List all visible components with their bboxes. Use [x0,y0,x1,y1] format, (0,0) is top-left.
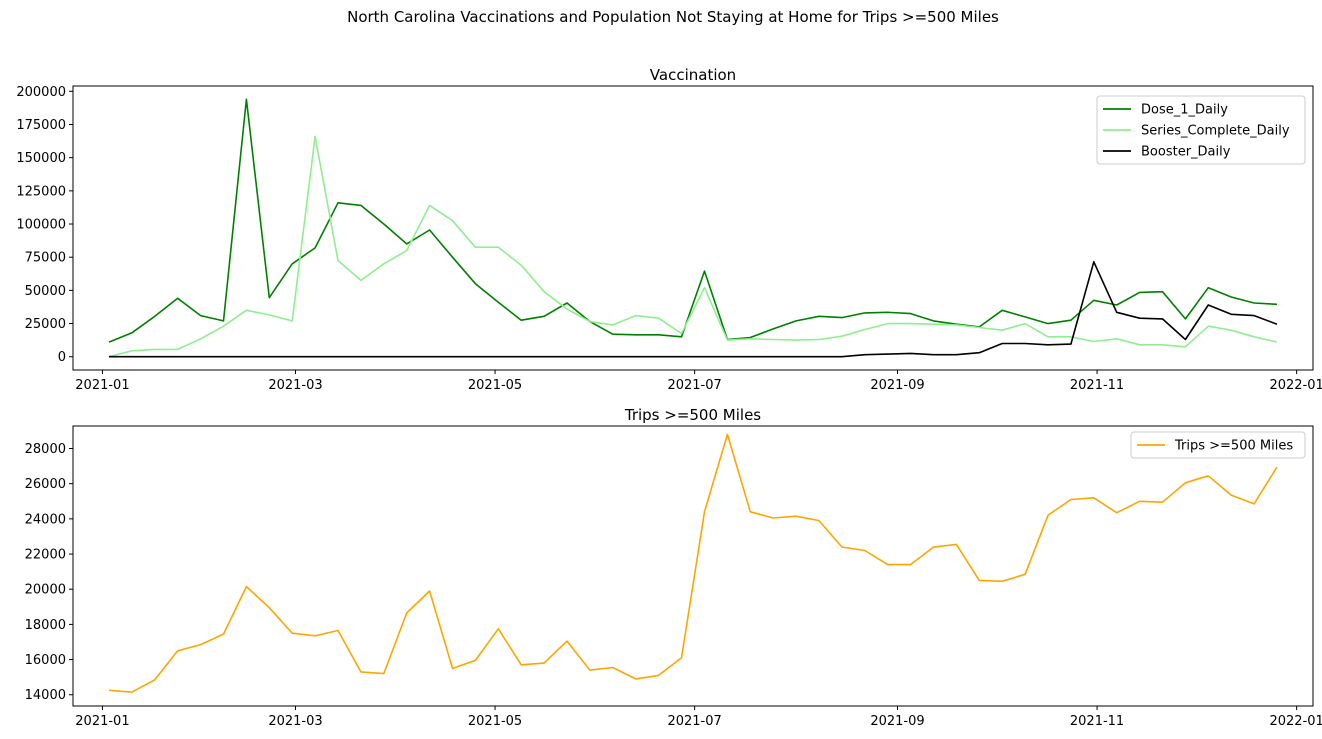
y-tick-label: 18000 [25,618,66,633]
chart-title: Trips >=500 Miles [624,406,761,424]
trips-chart: Trips >=500 Miles 2021-01 2021-03 2021-05 20… [25,406,1322,729]
series-line-dose-1-daily [108,98,1278,343]
x-tick-label: 2021-03 [268,714,322,729]
x-tick-label: 2021-05 [468,378,522,393]
series-line-trips-500-miles [108,433,1278,693]
y-tick-label: 20000 [25,583,66,598]
legend-label: Series_Complete_Daily [1141,124,1290,139]
legend-box [1130,431,1306,459]
y-tick-label: 22000 [25,548,66,563]
y-tick-label: 26000 [25,477,66,492]
series-line-series-complete-daily [108,135,1278,358]
y-tick-label: 14000 [25,688,66,703]
x-tick-label: 2021-07 [667,714,721,729]
y-tick-label: 24000 [25,512,66,527]
y-tick-label: 75000 [25,251,66,266]
y-tick-label: 0 [58,350,66,365]
series-line-booster-daily [109,260,1278,358]
y-tick-label: 175000 [16,118,66,133]
legend-box [1096,95,1306,165]
figure-suptitle: North Carolina Vaccinations and Populati… [347,8,999,26]
y-tick-label: 50000 [25,284,66,299]
legend: Dose_1_Daily Series_Complete_Daily Booster… [1096,95,1306,165]
y-tick-label: 200000 [16,85,66,100]
legend-label: Trips >=500 Miles [1174,439,1293,454]
y-tick-label: 150000 [16,151,66,166]
x-tick-label: 2021-11 [1070,714,1124,729]
x-tick-label: 2021-09 [870,714,924,729]
y-tick-label: 25000 [25,317,66,332]
vaccination-chart: Vaccination 2021-01 2021-03 2021-05 2021-07 2… [16,66,1322,393]
x-tick-label: 2021-07 [667,378,721,393]
plot-frame [72,425,1314,707]
legend: Trips >=500 Miles [1130,431,1306,459]
chart-title: Vaccination [650,66,736,84]
x-tick-label: 2021-05 [468,714,522,729]
y-tick-label: 125000 [16,184,66,199]
x-tick-label: 2022-01 [1269,714,1322,729]
x-tick-label: 2021-03 [268,378,322,393]
x-tick-label: 2021-09 [870,378,924,393]
y-tick-label: 100000 [16,218,66,233]
x-tick-label: 2021-11 [1070,378,1124,393]
y-tick-label: 16000 [25,653,66,668]
plot-frame [72,85,1314,371]
y-tick-label: 28000 [25,442,66,457]
x-tick-label: 2021-01 [75,378,129,393]
legend-label: Dose_1_Daily [1141,103,1228,118]
x-tick-label: 2021-01 [75,714,129,729]
x-tick-label: 2022-01 [1269,378,1322,393]
legend-label: Booster_Daily [1141,145,1231,160]
